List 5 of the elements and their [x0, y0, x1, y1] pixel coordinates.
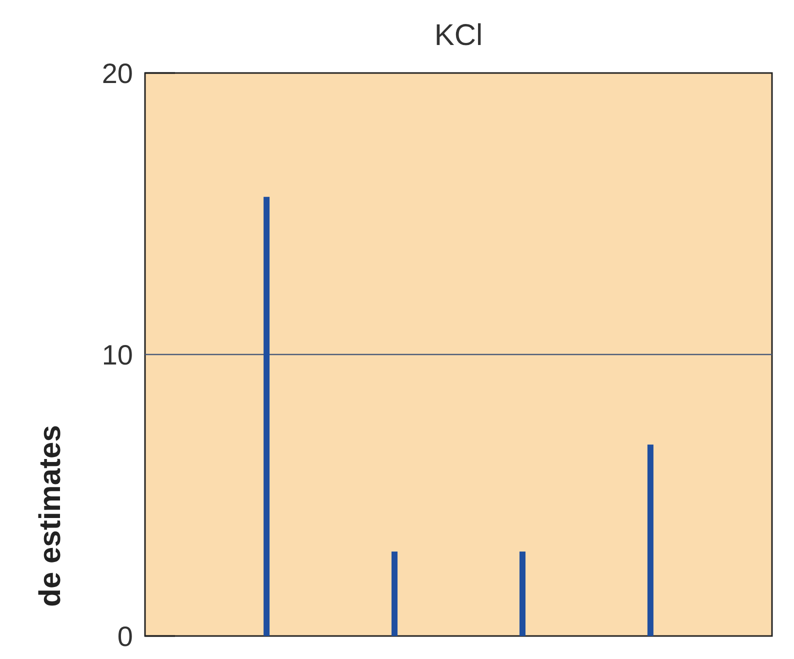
y-axis-title: de estimates	[34, 425, 67, 607]
chart-title: KCl	[434, 19, 483, 52]
y-tick-label: 10	[102, 339, 133, 370]
y-tick-label: 0	[117, 620, 133, 652]
y-tick-label: 20	[102, 58, 133, 89]
